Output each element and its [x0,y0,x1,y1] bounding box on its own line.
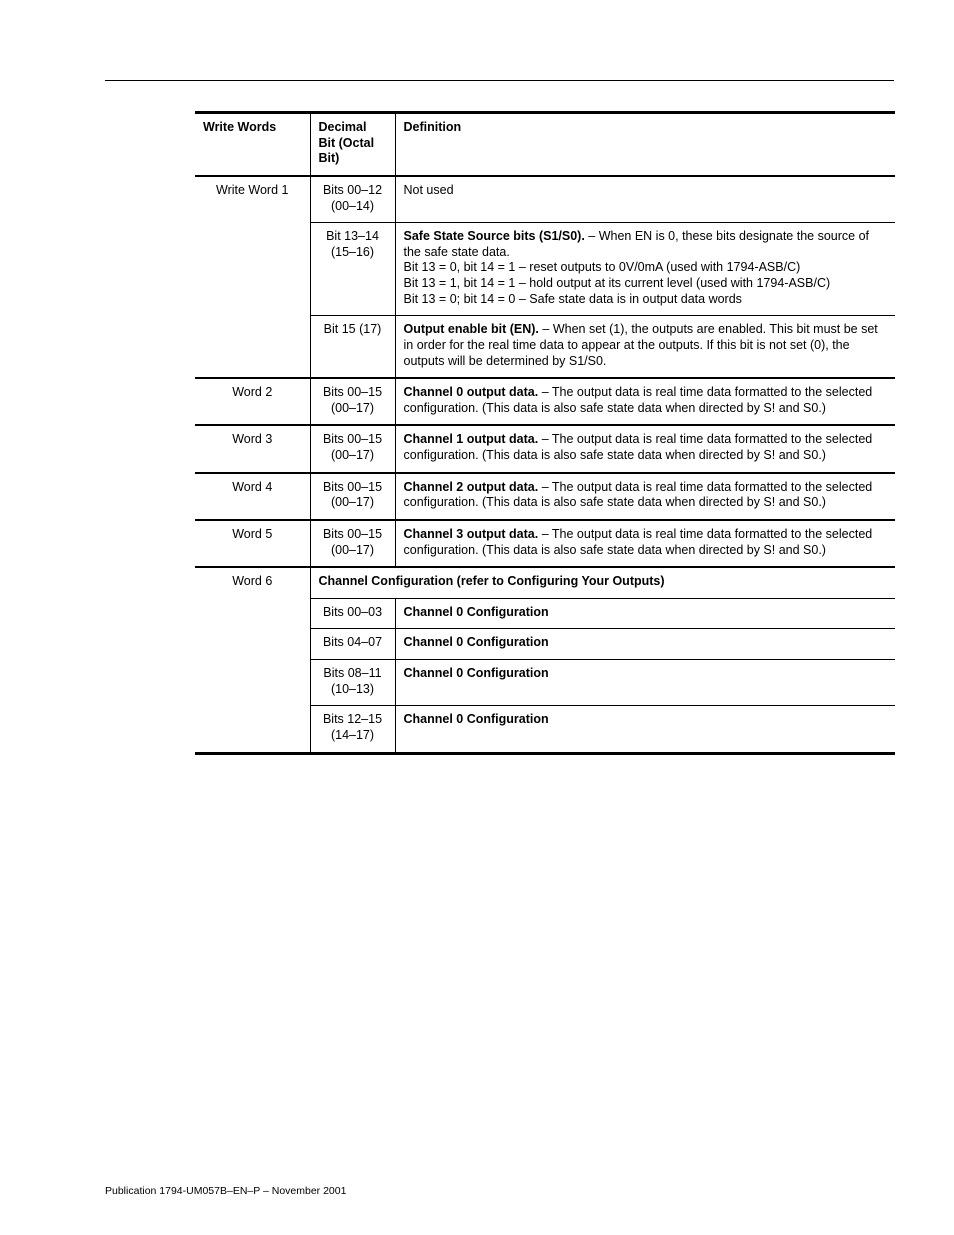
table-row: Bits 12–15 (14–17) Channel 0 Configurati… [195,706,895,753]
document-page: Write Words Decimal Bit (Octal Bit) Defi… [0,0,954,1235]
cell-definition: Channel 0 output data. – The output data… [395,378,895,425]
cell-definition: Output enable bit (EN). – When set (1), … [395,316,895,378]
table-row: Write Word 1 Bits 00–12 (00–14) Not used [195,176,895,223]
cell-write-words [195,629,310,660]
cell-bits: Bits 00–15 (00–17) [310,473,395,520]
header-definition: Definition [395,113,895,176]
cell-bits: Bits 08–11 (10–13) [310,660,395,706]
write-words-table: Write Words Decimal Bit (Octal Bit) Defi… [195,111,895,755]
cell-definition: Channel 1 output data. – The output data… [395,425,895,472]
cell-definition: Channel 0 Configuration [395,660,895,706]
header-write-words: Write Words [195,113,310,176]
cell-definition: Channel 2 output data. – The output data… [395,473,895,520]
definition-lead: Channel 0 output data. [404,385,539,399]
table-row: Word 2 Bits 00–15 (00–17) Channel 0 outp… [195,378,895,425]
cell-bits: Bits 00–15 (00–17) [310,378,395,425]
cell-write-words [195,316,310,378]
header-decimal-bit: Decimal Bit (Octal Bit) [310,113,395,176]
cell-write-words [195,660,310,706]
table-row: Word 3 Bits 00–15 (00–17) Channel 1 outp… [195,425,895,472]
definition-lead: Channel 1 output data. [404,432,539,446]
cell-write-words: Word 4 [195,473,310,520]
cell-write-words: Word 3 [195,425,310,472]
cell-definition: Channel 0 Configuration [395,598,895,629]
cell-write-words: Word 6 [195,567,310,598]
table-row: Bit 13–14 (15–16) Safe State Source bits… [195,223,895,316]
definition-lead: Channel 2 output data. [404,480,539,494]
cell-write-words: Word 2 [195,378,310,425]
definition-lead: Output enable bit (EN). [404,322,539,336]
publication-footer: Publication 1794-UM057B–EN–P – November … [105,1185,346,1197]
table-row: Word 5 Bits 00–15 (00–17) Channel 3 outp… [195,520,895,567]
table-row: Word 4 Bits 00–15 (00–17) Channel 2 outp… [195,473,895,520]
cell-bits: Bits 00–15 (00–17) [310,520,395,567]
definition-lead: Safe State Source bits (S1/S0). [404,229,585,243]
cell-definition: Channel 0 Configuration [395,706,895,753]
cell-channel-config-heading: Channel Configuration (refer to Configur… [310,567,895,598]
cell-definition: Channel 3 output data. – The output data… [395,520,895,567]
page-top-rule [105,80,894,81]
table-row: Bits 00–03 Channel 0 Configuration [195,598,895,629]
cell-bits: Bit 15 (17) [310,316,395,378]
table-row: Bits 08–11 (10–13) Channel 0 Configurati… [195,660,895,706]
cell-definition: Safe State Source bits (S1/S0). – When E… [395,223,895,316]
cell-definition: Not used [395,176,895,223]
table-row: Word 6 Channel Configuration (refer to C… [195,567,895,598]
cell-bits: Bit 13–14 (15–16) [310,223,395,316]
cell-bits: Bits 00–12 (00–14) [310,176,395,223]
table-header-row: Write Words Decimal Bit (Octal Bit) Defi… [195,113,895,176]
table-row: Bits 04–07 Channel 0 Configuration [195,629,895,660]
cell-write-words [195,223,310,316]
cell-write-words: Word 5 [195,520,310,567]
cell-bits: Bits 00–15 (00–17) [310,425,395,472]
cell-write-words [195,598,310,629]
table-row: Bit 15 (17) Output enable bit (EN). – Wh… [195,316,895,378]
cell-bits: Bits 00–03 [310,598,395,629]
cell-write-words: Write Word 1 [195,176,310,223]
definition-lead: Channel 3 output data. [404,527,539,541]
cell-definition: Channel 0 Configuration [395,629,895,660]
cell-bits: Bits 04–07 [310,629,395,660]
cell-bits: Bits 12–15 (14–17) [310,706,395,753]
cell-write-words [195,706,310,753]
